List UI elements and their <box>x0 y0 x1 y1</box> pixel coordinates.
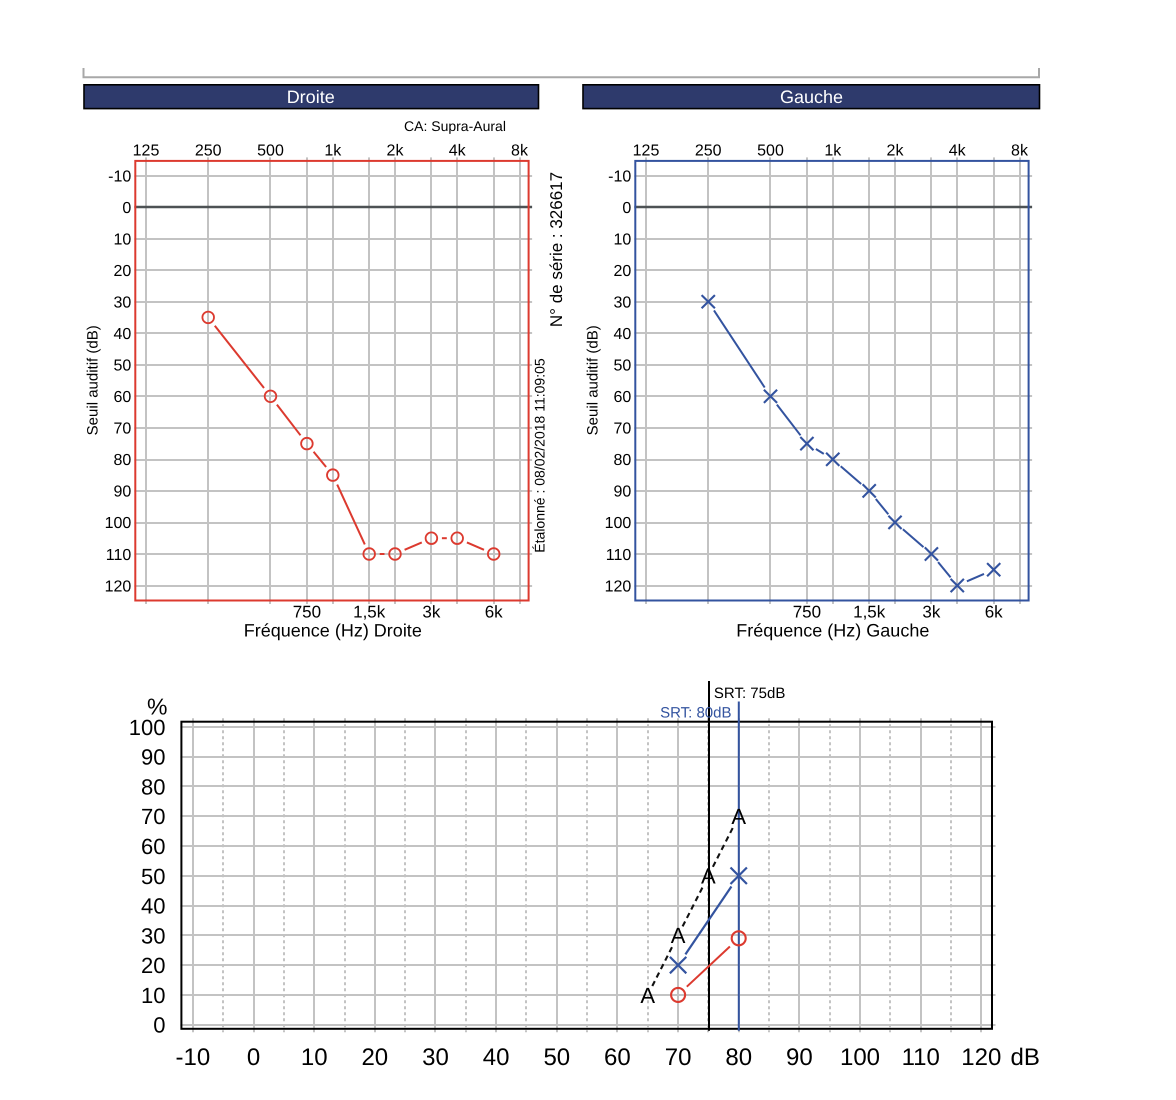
svg-text:A: A <box>640 983 655 1008</box>
svg-text:40: 40 <box>614 326 632 343</box>
svg-text:110: 110 <box>106 547 132 564</box>
svg-text:70: 70 <box>614 421 632 438</box>
svg-text:750: 750 <box>793 603 821 622</box>
svg-text:120: 120 <box>961 1044 1001 1071</box>
svg-text:20: 20 <box>141 953 165 978</box>
svg-text:120: 120 <box>605 578 632 595</box>
svg-text:90: 90 <box>614 484 632 501</box>
svg-text:3k: 3k <box>922 603 940 622</box>
svg-text:80: 80 <box>725 1044 752 1071</box>
svg-text:80: 80 <box>141 774 165 799</box>
svg-text:Seuil auditif (dB): Seuil auditif (dB) <box>585 325 602 435</box>
svg-text:10: 10 <box>141 983 165 1008</box>
svg-text:50: 50 <box>543 1044 570 1071</box>
svg-text:60: 60 <box>604 1044 631 1071</box>
svg-text:1,5k: 1,5k <box>353 603 386 622</box>
svg-text:8k: 8k <box>1011 143 1029 160</box>
svg-text:100: 100 <box>105 515 132 532</box>
svg-text:100: 100 <box>840 1044 880 1071</box>
svg-text:A: A <box>731 804 746 829</box>
svg-text:70: 70 <box>114 421 132 438</box>
svg-text:30: 30 <box>422 1044 449 1071</box>
svg-text:110: 110 <box>902 1044 940 1071</box>
svg-text:A: A <box>671 923 686 948</box>
svg-text:120: 120 <box>105 578 132 595</box>
svg-text:1k: 1k <box>324 143 342 160</box>
svg-text:2k: 2k <box>387 143 405 160</box>
svg-text:60: 60 <box>114 389 132 406</box>
svg-text:SRT: 80dB: SRT: 80dB <box>660 705 731 722</box>
svg-text:90: 90 <box>141 745 165 770</box>
svg-text:N° de série : 326617: N° de série : 326617 <box>547 172 566 327</box>
svg-text:Gauche: Gauche <box>780 87 843 107</box>
svg-text:125: 125 <box>133 143 160 160</box>
svg-text:-10: -10 <box>108 168 131 185</box>
svg-text:50: 50 <box>614 358 632 375</box>
svg-text:A: A <box>701 864 716 889</box>
svg-text:6k: 6k <box>985 603 1003 622</box>
svg-text:8k: 8k <box>511 143 529 160</box>
svg-text:90: 90 <box>114 484 132 501</box>
svg-text:0: 0 <box>122 200 131 217</box>
svg-text:60: 60 <box>141 834 165 859</box>
svg-text:Fréquence (Hz) Droite: Fréquence (Hz) Droite <box>244 621 422 641</box>
svg-text:110: 110 <box>606 547 632 564</box>
svg-text:70: 70 <box>665 1044 692 1071</box>
svg-text:60: 60 <box>614 389 632 406</box>
svg-text:500: 500 <box>757 143 784 160</box>
svg-text:-10: -10 <box>608 168 631 185</box>
svg-text:SRT: 75dB: SRT: 75dB <box>714 685 785 702</box>
svg-text:30: 30 <box>614 295 632 312</box>
svg-text:500: 500 <box>257 143 284 160</box>
svg-text:10: 10 <box>114 231 132 248</box>
svg-text:40: 40 <box>483 1044 510 1071</box>
svg-text:Étalonné : 08/02/2018 11:09:05: Étalonné : 08/02/2018 11:09:05 <box>532 358 548 553</box>
svg-text:20: 20 <box>614 263 632 280</box>
svg-text:40: 40 <box>114 326 132 343</box>
svg-text:90: 90 <box>786 1044 813 1071</box>
svg-text:Droite: Droite <box>287 87 335 107</box>
svg-text:100: 100 <box>605 515 632 532</box>
svg-text:20: 20 <box>361 1044 388 1071</box>
svg-text:0: 0 <box>247 1044 260 1071</box>
svg-text:40: 40 <box>141 894 165 919</box>
svg-text:0: 0 <box>153 1013 165 1038</box>
svg-text:80: 80 <box>614 452 632 469</box>
svg-text:250: 250 <box>195 143 222 160</box>
svg-text:0: 0 <box>622 200 631 217</box>
svg-text:30: 30 <box>141 923 165 948</box>
svg-text:100: 100 <box>129 715 166 740</box>
svg-text:4k: 4k <box>449 143 467 160</box>
svg-text:%: % <box>147 694 167 720</box>
svg-text:10: 10 <box>614 231 632 248</box>
svg-text:1k: 1k <box>824 143 842 160</box>
svg-text:1,5k: 1,5k <box>853 603 886 622</box>
svg-text:2k: 2k <box>887 143 905 160</box>
svg-text:CA: Supra-Aural: CA: Supra-Aural <box>404 118 506 134</box>
svg-text:30: 30 <box>114 295 132 312</box>
svg-text:125: 125 <box>633 143 660 160</box>
svg-text:dB: dB <box>1011 1044 1040 1071</box>
svg-text:750: 750 <box>293 603 321 622</box>
svg-text:10: 10 <box>301 1044 328 1071</box>
svg-text:50: 50 <box>114 358 132 375</box>
svg-text:80: 80 <box>114 452 132 469</box>
svg-text:Fréquence (Hz) Gauche: Fréquence (Hz) Gauche <box>736 621 929 641</box>
svg-text:6k: 6k <box>485 603 503 622</box>
svg-text:70: 70 <box>141 804 165 829</box>
svg-text:3k: 3k <box>422 603 440 622</box>
svg-text:250: 250 <box>695 143 722 160</box>
svg-text:4k: 4k <box>949 143 967 160</box>
svg-text:20: 20 <box>114 263 132 280</box>
svg-text:50: 50 <box>141 864 165 889</box>
svg-text:-10: -10 <box>176 1044 211 1071</box>
svg-text:Seuil auditif (dB): Seuil auditif (dB) <box>85 325 102 435</box>
